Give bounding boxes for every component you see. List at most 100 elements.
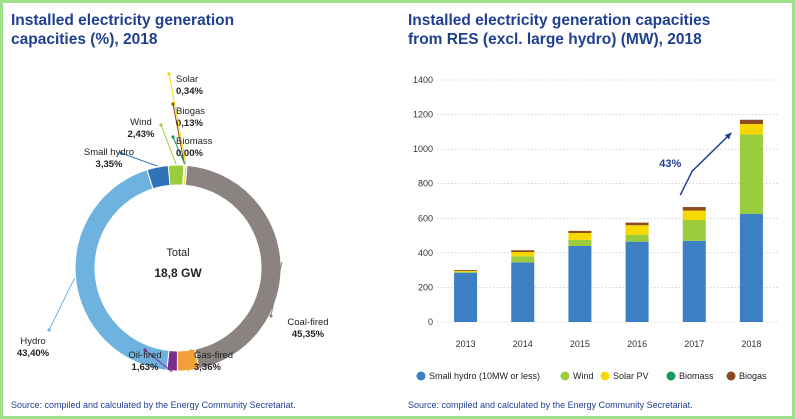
legend-marker-biogas xyxy=(726,371,736,381)
leader-dot-gas-fired xyxy=(189,349,193,353)
leader-dot-biogas xyxy=(171,102,175,106)
leader-line-biomass xyxy=(172,136,186,165)
label-name-small-hydro: Small hydro xyxy=(84,147,134,158)
bar-2018-wind xyxy=(739,134,763,214)
bar-2014-small-hydro-10mw-or-less xyxy=(511,262,535,322)
bar-2015-biogas xyxy=(568,230,592,233)
bar-2015-solar-pv xyxy=(568,232,592,240)
bar-title-line-1: Installed electricity generation capacit… xyxy=(408,12,711,29)
leader-line-wind xyxy=(160,124,177,165)
donut-title-line-1: Installed electricity generation xyxy=(11,12,235,29)
legend-marker-solar-pv xyxy=(600,371,610,381)
leader-line-hydro xyxy=(48,277,75,331)
ytick-label-200: 200 xyxy=(418,282,433,292)
xtick-label-2018: 2018 xyxy=(741,339,761,349)
ytick-label-1200: 1200 xyxy=(413,110,433,120)
xtick-label-2013: 2013 xyxy=(456,339,476,349)
bar-2014-wind xyxy=(511,256,535,263)
donut-chart-title: Installed electricity generation capacit… xyxy=(11,11,234,49)
label-value-gas-fired: 3,36% xyxy=(194,362,221,373)
donut-center-label: Total xyxy=(166,247,189,259)
leader-line-small-hydro xyxy=(120,152,158,167)
figure-panel: Installed electricity generation capacit… xyxy=(3,3,792,416)
bar-2014-solar-pv xyxy=(511,251,535,257)
bar-2017-solar-pv xyxy=(682,210,706,221)
leader-line-coal-fired xyxy=(270,261,283,317)
label-name-solar: Solar xyxy=(176,74,198,85)
label-name-oil-fired: Oil-fired xyxy=(128,350,161,361)
ytick-label-600: 600 xyxy=(418,213,433,223)
xtick-label-2014: 2014 xyxy=(513,339,533,349)
bar-2018-small-hydro-10mw-or-less xyxy=(739,213,763,322)
leader-line-oil-fired xyxy=(144,349,173,373)
bar-2015-wind xyxy=(568,239,592,246)
bar-2016-biogas xyxy=(625,222,649,226)
label-value-oil-fired: 1,63% xyxy=(132,362,159,373)
ytick-label-400: 400 xyxy=(418,248,433,258)
bar-2016-small-hydro-10mw-or-less xyxy=(625,241,649,322)
label-name-wind: Wind xyxy=(130,117,152,128)
legend-marker-wind xyxy=(560,371,570,381)
bar-2018-solar-pv xyxy=(739,124,763,135)
label-name-biomass: Biomass xyxy=(176,136,213,147)
xtick-label-2015: 2015 xyxy=(570,339,590,349)
leader-dot-hydro xyxy=(47,328,51,332)
label-value-biogas: 0,13% xyxy=(176,118,203,129)
bar-source-note: Source: compiled and calculated by the E… xyxy=(408,400,693,410)
ytick-label-800: 800 xyxy=(418,179,433,189)
legend-label-biomass: Biomass xyxy=(679,371,714,381)
bar-2014-biogas xyxy=(511,250,535,252)
growth-annotation: 43% xyxy=(659,158,681,170)
donut-title-line-2: capacities (%), 2018 xyxy=(11,31,158,48)
donut-source-note: Source: compiled and calculated by the E… xyxy=(11,400,296,410)
legend-marker-small-hydro-10mw-or-less xyxy=(416,371,426,381)
legend-marker-biomass xyxy=(666,371,676,381)
bar-2016-wind xyxy=(625,234,649,242)
label-name-hydro: Hydro xyxy=(20,336,45,347)
label-value-biomass: 0,00% xyxy=(176,148,203,159)
leader-dot-wind xyxy=(159,123,163,127)
legend-label-wind: Wind xyxy=(573,371,594,381)
leader-dot-small-hydro xyxy=(119,151,123,155)
label-value-hydro: 43,40% xyxy=(17,348,50,359)
legend-label-small-hydro-10mw-or-less: Small hydro (10MW or less) xyxy=(429,371,540,381)
bar-2013-wind xyxy=(454,271,478,273)
legend-label-solar-pv: Solar PV xyxy=(613,371,649,381)
leader-line-gas-fired xyxy=(187,350,192,372)
xtick-label-2017: 2017 xyxy=(684,339,704,349)
growth-arrow-head xyxy=(724,132,732,140)
ytick-label-1000: 1000 xyxy=(413,144,433,154)
label-value-small-hydro: 3,35% xyxy=(96,159,123,170)
bar-2017-biogas xyxy=(682,207,706,211)
leader-dot-solar xyxy=(167,72,171,76)
growth-arrow-line xyxy=(679,132,732,196)
legend-label-biogas: Biogas xyxy=(739,371,767,381)
bar-title-line-2: from RES (excl. large hydro) (MW), 2018 xyxy=(408,31,702,48)
donut-center-value: 18,8 GW xyxy=(154,266,202,280)
leader-line-solar xyxy=(168,73,187,165)
slice-solar xyxy=(182,164,188,186)
label-name-gas-fired: Gas-fired xyxy=(194,350,233,361)
leader-dot-coal-fired xyxy=(269,314,273,318)
bar-2016-solar-pv xyxy=(625,225,649,235)
bar-2015-small-hydro-10mw-or-less xyxy=(568,245,592,322)
label-value-wind: 2,43% xyxy=(128,129,155,140)
bar-2017-small-hydro-10mw-or-less xyxy=(682,240,706,322)
leader-dot-oil-fired xyxy=(143,348,147,352)
label-value-solar: 0,34% xyxy=(176,86,203,97)
leader-dot-biomass xyxy=(171,135,175,139)
slice-wind xyxy=(167,164,185,186)
ytick-label-0: 0 xyxy=(428,317,433,327)
ytick-label-1400: 1400 xyxy=(413,75,433,85)
xtick-label-2016: 2016 xyxy=(627,339,647,349)
bar-chart-title: Installed electricity generation capacit… xyxy=(408,11,710,49)
label-name-biogas: Biogas xyxy=(176,106,205,117)
label-value-coal-fired: 45,35% xyxy=(292,329,325,340)
bar-2013-biogas xyxy=(454,270,478,272)
bar-2013-small-hydro-10mw-or-less xyxy=(454,272,478,322)
bar-2018-biogas xyxy=(739,119,763,125)
bar-2013-solar-pv xyxy=(454,271,478,272)
stacked-bar-chart: 0 200 400 600 800 1000 1200 1400 2013 2014 2015 201… xyxy=(413,75,780,381)
bar-2017-wind xyxy=(682,220,706,241)
